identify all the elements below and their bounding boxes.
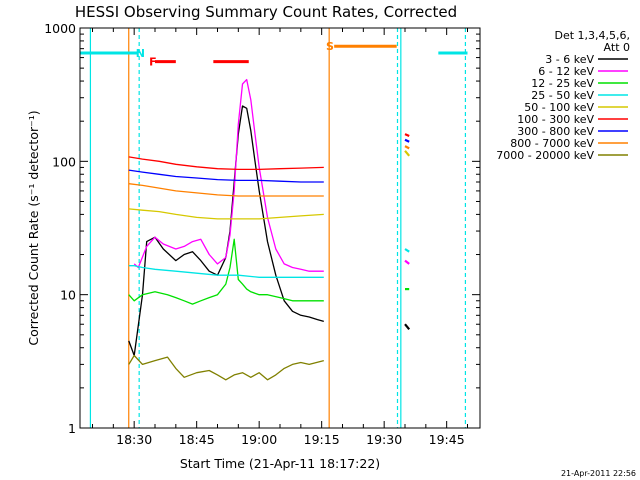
series-line-3 (128, 265, 324, 278)
series-line-8 (128, 354, 324, 381)
chart-title: HESSI Observing Summary Count Rates, Cor… (75, 3, 457, 21)
x-tick-label-60: 19:00 (241, 432, 277, 447)
x-axis-label: Start Time (21-Apr-11 18:17:22) (180, 456, 380, 471)
legend-label-6: 300 - 800 keV (517, 125, 594, 138)
segment2-line-4 (404, 259, 410, 265)
flag-label-f: F (149, 56, 157, 69)
series-line-4 (128, 208, 324, 220)
timestamp: 21-Apr-2011 22:56 (561, 469, 636, 478)
segment2-line-0 (404, 133, 410, 138)
series-line-7 (128, 183, 324, 197)
segment2-line-2 (404, 145, 410, 150)
flag-label-n: N (136, 47, 145, 60)
y-tick-label-10: 10 (60, 288, 76, 303)
legend-label-1: 6 - 12 keV (538, 65, 594, 78)
series-line-6 (128, 169, 324, 183)
legend-label-3: 25 - 50 keV (531, 89, 594, 102)
x-tick-label-30: 18:30 (116, 432, 152, 447)
x-tick-label-45: 18:45 (179, 432, 215, 447)
segment2-line-5 (404, 248, 410, 253)
plot-area: FN S (80, 28, 468, 428)
axes: 18:30 18:45 19:00 19:15 19:30 19:45 1 10 100 1000 (44, 21, 481, 447)
series-line-2 (128, 238, 324, 305)
y-tick-label-1: 1 (68, 421, 76, 436)
x-tick-label-75: 19:15 (304, 432, 340, 447)
legend-label-7: 800 - 7000 keV (510, 137, 594, 150)
y-tick-label-1000: 1000 (44, 21, 76, 36)
segment2-line-7 (404, 323, 411, 330)
legend-label-4: 50 - 100 keV (524, 101, 594, 114)
segment2-line-3 (404, 150, 411, 157)
legend-label-5: 100 - 300 keV (517, 113, 594, 126)
y-axis-label: Corrected Count Rate (s⁻¹ detector⁻¹) (26, 110, 41, 345)
legend-label-8: 7000 - 20000 keV (496, 149, 594, 162)
x-tick-label-105: 19:45 (429, 432, 465, 447)
legend-title-line1: Det 1,3,4,5,6, (554, 29, 630, 42)
x-tick-label-90: 19:30 (366, 432, 402, 447)
series-line-5 (128, 156, 324, 171)
series-line-1 (133, 78, 324, 272)
legend-label-2: 12 - 25 keV (531, 77, 594, 90)
segment2-line-1 (404, 138, 410, 143)
flag-label-s: S (326, 40, 334, 53)
legend-label-0: 3 - 6 keV (545, 53, 594, 66)
legend-title-line2: Att 0 (604, 41, 630, 54)
y-tick-label-100: 100 (52, 154, 76, 169)
